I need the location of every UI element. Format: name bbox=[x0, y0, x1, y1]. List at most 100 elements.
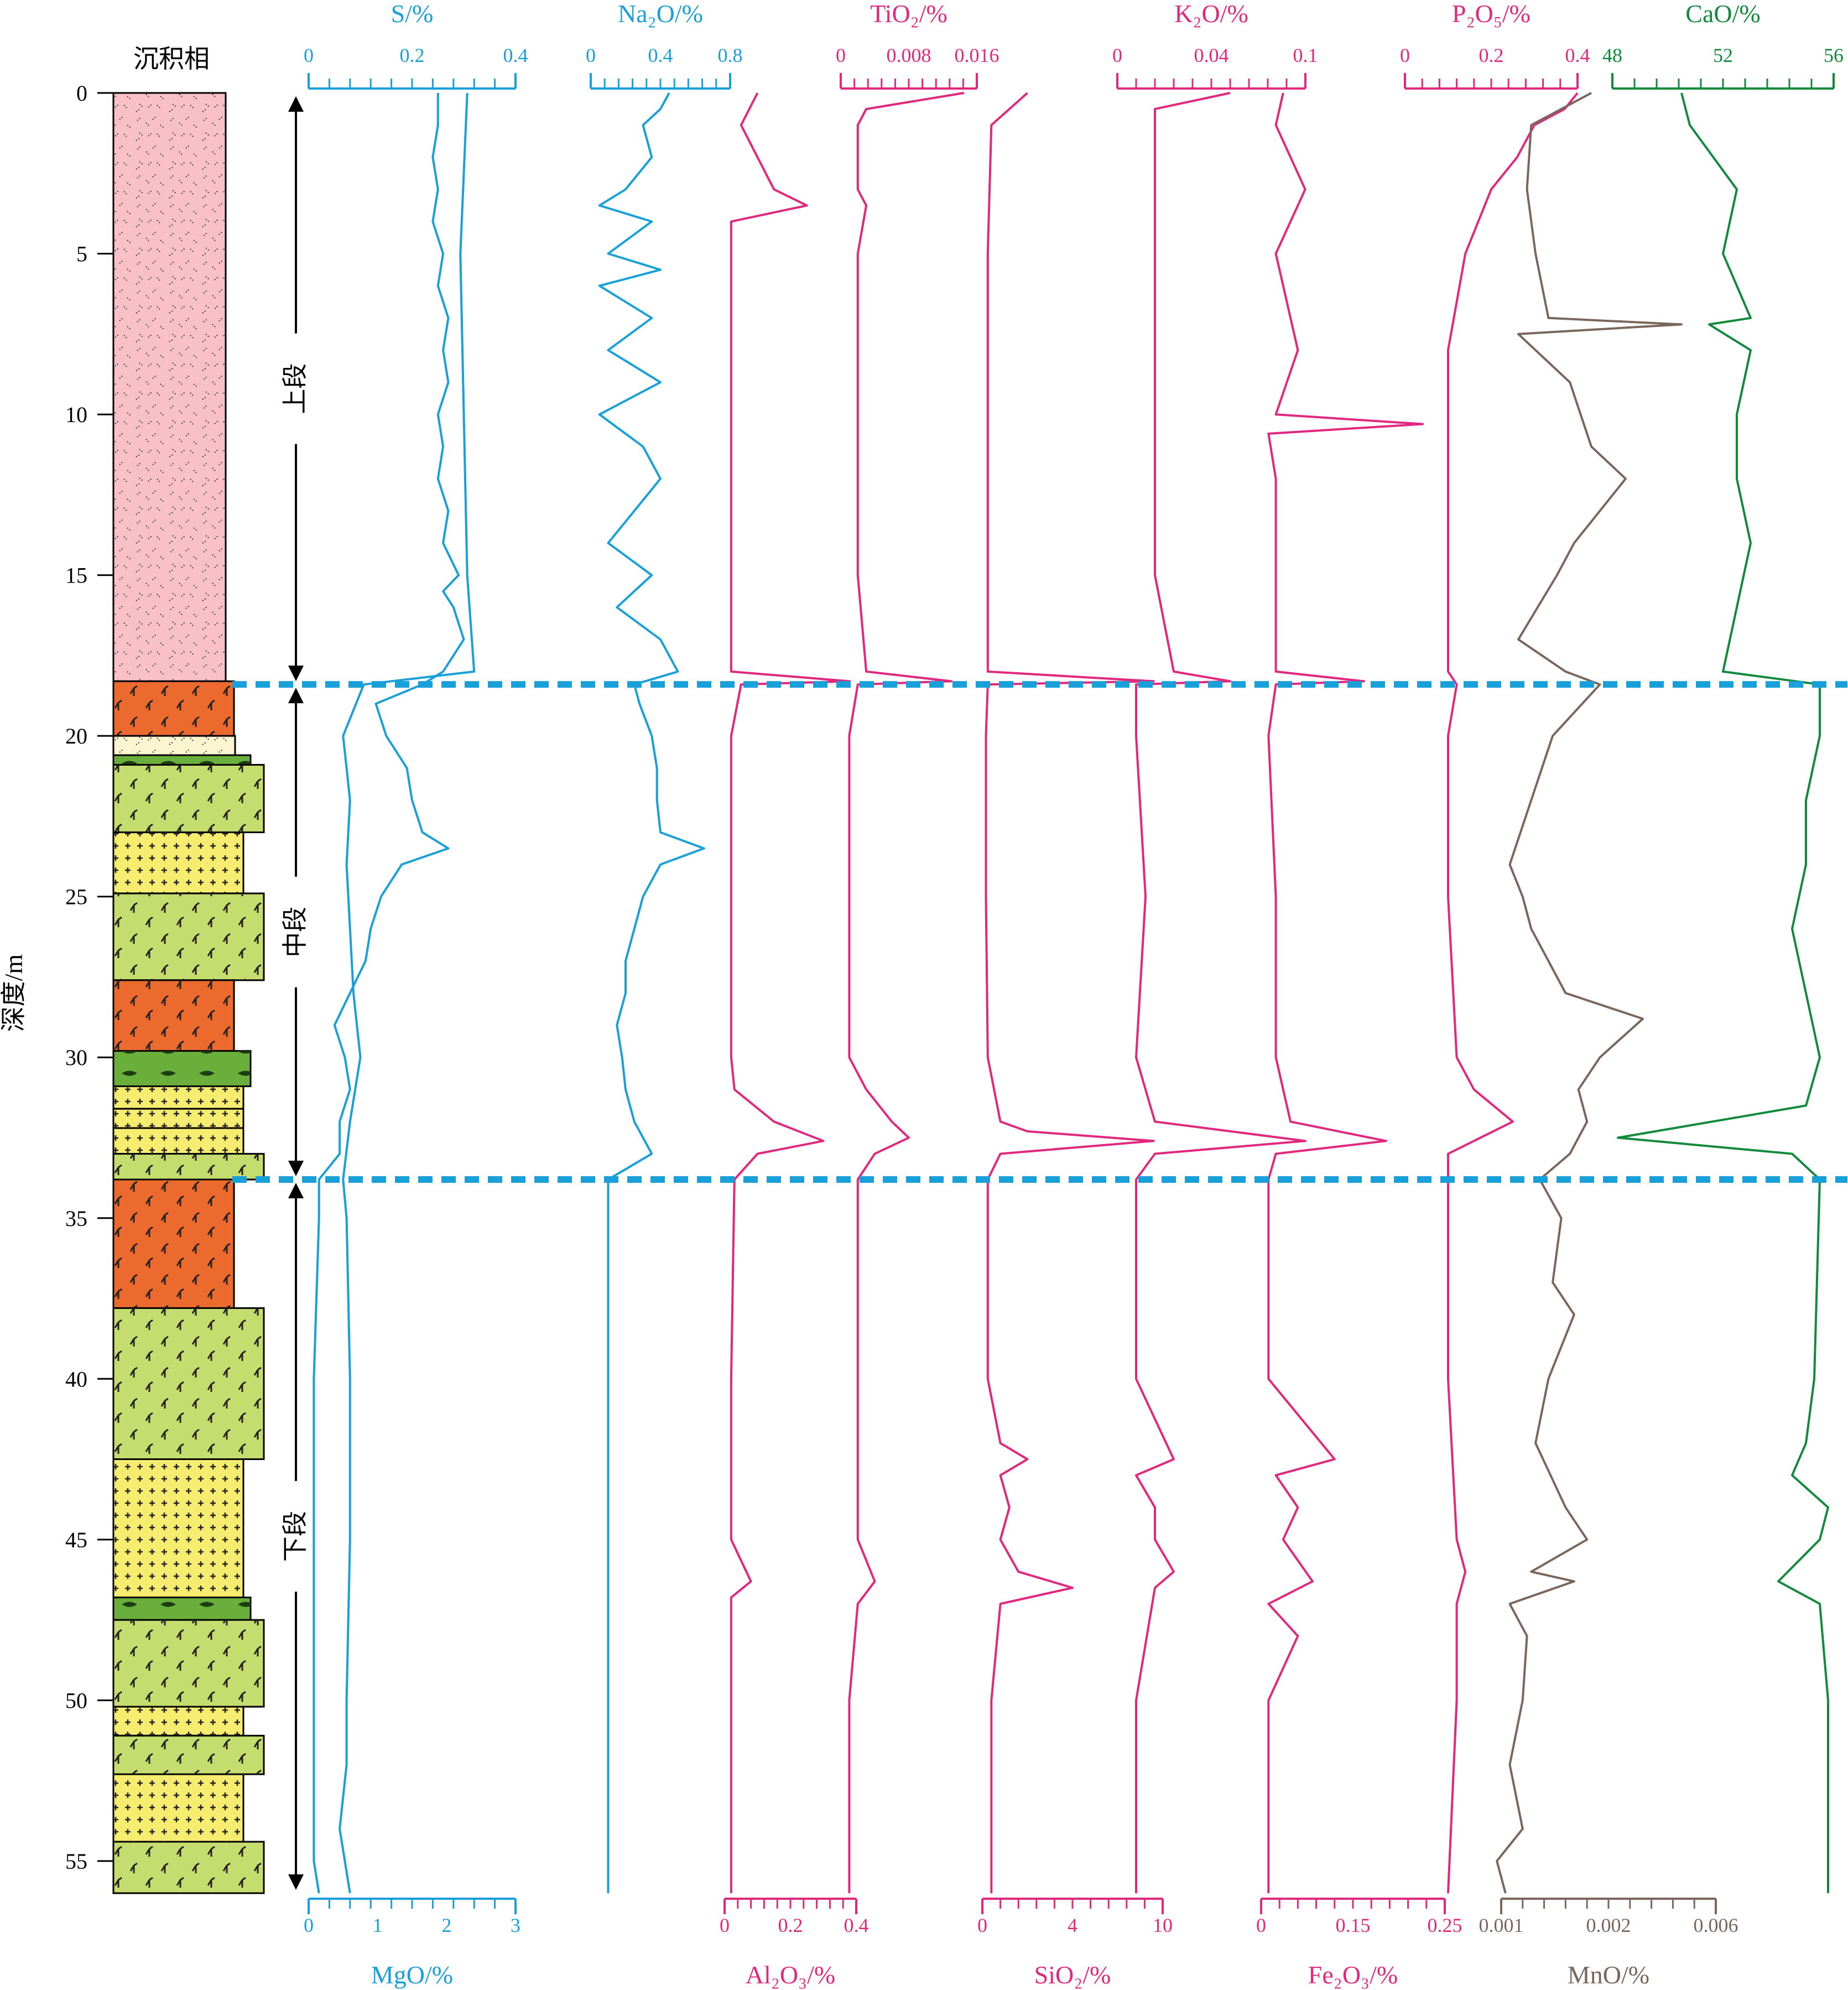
series-line-mgo bbox=[339, 92, 476, 1894]
axis-tick-label: 0 bbox=[304, 44, 314, 66]
segment-arrowhead bbox=[288, 1183, 304, 1199]
series-line-ko bbox=[1135, 92, 1306, 1893]
depth-axis-label: 深度/m bbox=[0, 954, 28, 1032]
depth-tick-label: 45 bbox=[65, 1527, 87, 1552]
lithology-pattern bbox=[113, 832, 243, 893]
lithology-pattern bbox=[113, 1051, 251, 1087]
axis-tick-label: 0 bbox=[836, 44, 846, 66]
lithology-pattern bbox=[113, 1842, 264, 1893]
bottom-axis: 0.001 0.002 0.006 MnO/% bbox=[1479, 1898, 1738, 1989]
segment-boundaries bbox=[232, 681, 1847, 1183]
depth-tick-label: 25 bbox=[65, 885, 87, 910]
axis-tick-label: 0.006 bbox=[1694, 1914, 1738, 1936]
axis-tick-label: 0.002 bbox=[1586, 1914, 1631, 1936]
axis-tick-label: 0.1 bbox=[1293, 44, 1318, 66]
series-line-mno bbox=[1496, 92, 1683, 1894]
axis-tick-label: 0.04 bbox=[1194, 44, 1229, 66]
segment-arrowhead bbox=[288, 96, 304, 112]
lithology-pattern bbox=[113, 1736, 264, 1775]
axis-tick-label: 0.2 bbox=[1479, 44, 1504, 66]
series-line-s bbox=[313, 93, 465, 1894]
axis-tick-label: 3 bbox=[511, 1914, 520, 1936]
axis-tick-label: 0 bbox=[1400, 44, 1410, 66]
lithology-pattern bbox=[113, 736, 235, 756]
axis-title: S/% bbox=[391, 0, 434, 28]
lithology-pattern bbox=[113, 1308, 264, 1459]
bottom-axis: 0 0.15 0.25 Fe₂O₃/% bbox=[1256, 1898, 1462, 1989]
depth-tick-label: 50 bbox=[65, 1688, 87, 1713]
axis-title: Fe₂O₃/% bbox=[1308, 1961, 1398, 1989]
lithology-pattern bbox=[113, 1086, 243, 1109]
axis-tick-label: 0.001 bbox=[1479, 1914, 1524, 1936]
axis-title: SiO₂/% bbox=[1034, 1961, 1111, 1989]
axis-title: MnO/% bbox=[1568, 1961, 1649, 1989]
lithology-title: 沉积相 bbox=[133, 45, 210, 73]
depth-tick-label: 5 bbox=[76, 242, 87, 267]
axis-title: CaO/% bbox=[1685, 0, 1760, 28]
axis-tick-label: 0.4 bbox=[1565, 44, 1590, 66]
series-line-po bbox=[1447, 92, 1579, 1894]
bottom-axis: 0 0.2 0.4 Al₂O₃/% bbox=[720, 1898, 869, 1989]
series-line-sio bbox=[985, 92, 1155, 1893]
depth-tick-label: 20 bbox=[65, 724, 87, 749]
lithology-pattern bbox=[113, 980, 234, 1051]
axis-tick-label: 0.8 bbox=[718, 44, 743, 66]
axis-tick-label: 0 bbox=[1112, 44, 1122, 66]
axis-tick-label: 0 bbox=[720, 1914, 730, 1936]
top-axis: 0 0.008 0.016 TiO₂/% bbox=[836, 0, 1000, 90]
lithology-pattern bbox=[113, 1597, 251, 1620]
lithology-pattern bbox=[113, 755, 251, 765]
series-line-nao bbox=[598, 92, 705, 1893]
depth-tick-label: 40 bbox=[65, 1366, 87, 1391]
axis-tick-label: 0.4 bbox=[648, 44, 673, 66]
axis-tick-label: 10 bbox=[1153, 1914, 1173, 1936]
depth-tick-label: 35 bbox=[65, 1206, 87, 1231]
lithology-pattern bbox=[113, 1706, 243, 1736]
lithology-pattern bbox=[113, 1128, 243, 1154]
axis-title: P₂O₅/% bbox=[1452, 0, 1531, 28]
lithology-pattern bbox=[113, 1620, 264, 1707]
top-axis: 0 0.2 0.4 S/% bbox=[304, 0, 528, 90]
lithology-pattern bbox=[113, 893, 264, 980]
lithology-pattern bbox=[113, 681, 234, 736]
axis-tick-label: 0.016 bbox=[955, 44, 1000, 66]
segment-arrowhead bbox=[288, 688, 304, 704]
segment-label: 上段 bbox=[281, 363, 309, 414]
geochemical-series bbox=[313, 92, 1829, 1894]
depth-tick-label: 0 bbox=[76, 81, 87, 106]
axis-tick-label: 0.25 bbox=[1428, 1914, 1462, 1936]
series-line-tio bbox=[848, 92, 965, 1893]
bottom-axis: 0 4 10 SiO₂/% bbox=[977, 1898, 1173, 1989]
axis-title: Al₂O₃/% bbox=[746, 1961, 835, 1989]
depth-tick-label: 15 bbox=[65, 563, 87, 588]
depth-tick-label: 55 bbox=[65, 1849, 87, 1874]
axis-title: K₂O/% bbox=[1174, 0, 1248, 28]
depth-tick-label: 10 bbox=[65, 402, 87, 427]
depth-axis: 0 5 10 15 20 25 30 35 40 45 50 55 深度/m bbox=[0, 81, 113, 1874]
axis-tick-label: 48 bbox=[1602, 44, 1622, 66]
axis-tick-label: 0.2 bbox=[778, 1914, 803, 1936]
top-axis: 48 52 56 CaO/% bbox=[1602, 0, 1844, 90]
axis-tick-label: 0 bbox=[586, 44, 596, 66]
top-axis: 0 0.04 0.1 K₂O/% bbox=[1112, 0, 1318, 90]
axis-title: TiO₂/% bbox=[870, 0, 948, 28]
axis-title: Na₂O/% bbox=[618, 0, 703, 28]
axis-tick-label: 0.15 bbox=[1336, 1914, 1371, 1936]
segment-arrowhead bbox=[288, 1161, 304, 1177]
axis-tick-label: 1 bbox=[373, 1914, 383, 1936]
lithology-pattern bbox=[113, 93, 226, 682]
bottom-axis: 0 1 2 3 MgO/% bbox=[304, 1898, 520, 1989]
series-line-alo bbox=[730, 92, 851, 1893]
lithology-pattern bbox=[113, 1109, 243, 1129]
axis-title: MgO/% bbox=[371, 1961, 453, 1989]
lithology-pattern bbox=[113, 1774, 243, 1842]
segment-arrowhead bbox=[288, 1874, 304, 1890]
axis-tick-label: 0.4 bbox=[503, 44, 528, 66]
axis-tick-label: 2 bbox=[441, 1914, 451, 1936]
axis-tick-label: 0.2 bbox=[400, 44, 425, 66]
axis-tick-label: 0 bbox=[1256, 1914, 1266, 1936]
axis-tick-label: 4 bbox=[1068, 1914, 1077, 1936]
segment-label: 中段 bbox=[281, 907, 309, 958]
